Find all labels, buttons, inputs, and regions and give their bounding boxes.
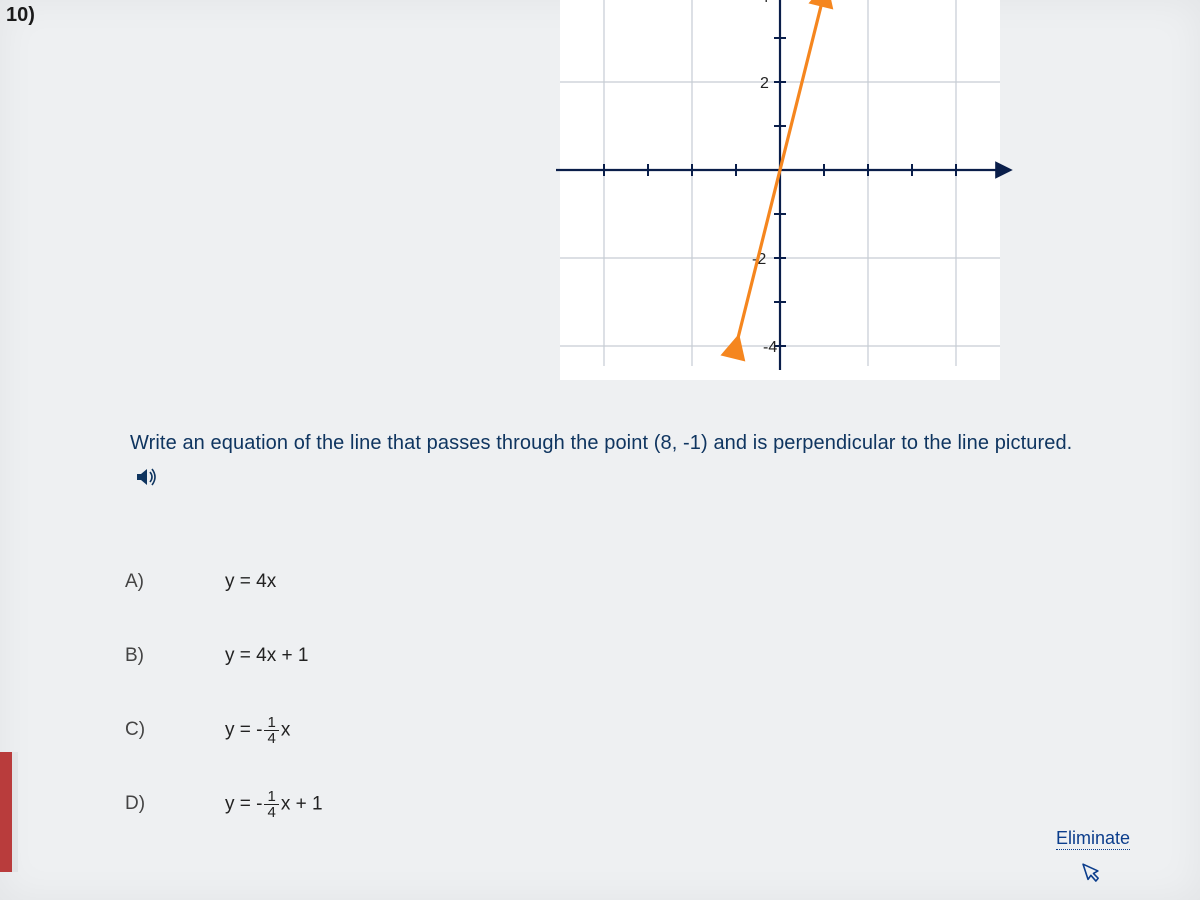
choice-letter-d: D) xyxy=(125,793,225,815)
choice-c[interactable]: C) y = -14x xyxy=(125,693,323,767)
selection-marker-shadow xyxy=(12,752,18,872)
choice-a[interactable]: A) y = 4x xyxy=(125,545,323,619)
question-number: 10) xyxy=(6,4,35,27)
selection-marker xyxy=(0,752,12,872)
question-text: Write an equation of the line that passe… xyxy=(130,432,1072,455)
audio-icon[interactable] xyxy=(135,466,159,493)
eliminate-link[interactable]: Eliminate xyxy=(1056,828,1130,850)
ylabel-4: 4 xyxy=(760,0,769,6)
choice-d[interactable]: D) y = -14x + 1 xyxy=(125,767,323,841)
graph-figure: 4 2 -2 -4 xyxy=(520,0,1040,380)
cursor-icon xyxy=(1075,857,1109,895)
choice-letter-a: A) xyxy=(125,571,225,593)
choice-eq-d: y = -14x + 1 xyxy=(225,789,323,820)
choice-eq-c: y = -14x xyxy=(225,715,290,746)
ylabel-2: 2 xyxy=(760,75,769,92)
choice-letter-c: C) xyxy=(125,719,225,741)
ylabel--4: -4 xyxy=(763,339,777,356)
choice-b[interactable]: B) y = 4x + 1 xyxy=(125,619,323,693)
choice-letter-b: B) xyxy=(125,645,225,667)
choice-eq-a: y = 4x xyxy=(225,571,276,593)
choice-eq-b: y = 4x + 1 xyxy=(225,645,308,667)
